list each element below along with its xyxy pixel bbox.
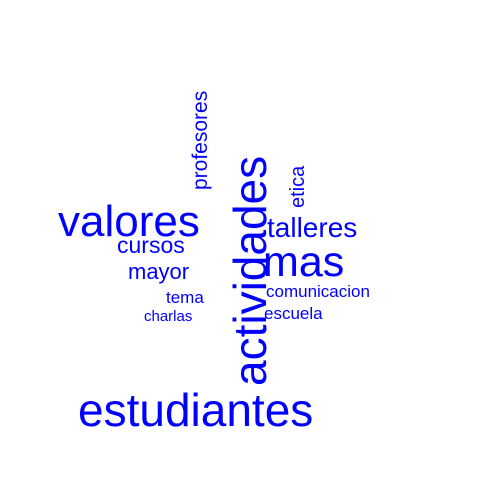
- word-comunicacion: comunicacion: [266, 282, 370, 301]
- word-mayor: mayor: [128, 259, 189, 284]
- word-actividades: actividades: [224, 156, 276, 386]
- word-talleres: talleres: [267, 212, 357, 243]
- word-profesores: profesores: [189, 91, 212, 190]
- word-cursos: cursos: [117, 232, 185, 258]
- word-mas: mas: [263, 238, 344, 286]
- word-valores: valores: [58, 197, 200, 246]
- word-charlas: charlas: [144, 308, 192, 325]
- word-tema: tema: [166, 288, 204, 307]
- word-estudiantes: estudiantes: [78, 384, 313, 436]
- word-escuela: escuela: [264, 304, 323, 323]
- word-etica: etica: [287, 165, 309, 208]
